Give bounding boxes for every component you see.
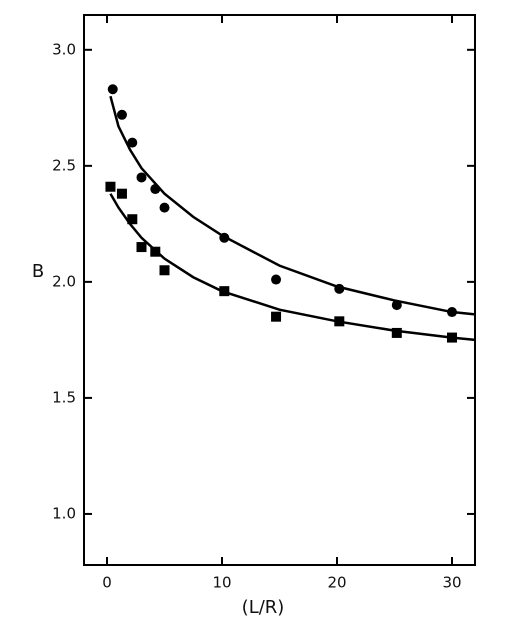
circle-point [447,307,457,318]
square-point [219,286,230,297]
square-point [116,188,127,199]
fit-curve [109,95,476,316]
square-point [334,316,345,327]
x-tick-label: 10 [212,574,231,592]
circle-point [391,300,402,311]
y-tick-label: 2.0 [52,272,76,290]
circle-point [107,84,118,95]
circle-point [334,283,345,294]
square-point [150,246,161,257]
circle-point [136,172,147,183]
y-tick-label: 1.0 [52,504,76,522]
square-point [105,181,116,192]
circle-point [271,274,282,285]
square-point [136,242,147,253]
x-axis-label: (L/R) [242,597,285,618]
y-axis-label: B [32,261,44,282]
y-tick-label: 3.0 [52,40,76,58]
circle-point [219,232,230,243]
square-point [159,265,170,276]
circle-point [116,109,127,120]
x-tick-label: 0 [102,574,112,592]
x-tick-label: 30 [442,574,461,592]
y-tick-label: 2.5 [52,156,76,174]
x-tick-label: 20 [327,574,346,592]
circle-point [150,184,161,195]
circle-point [127,137,138,148]
square-point [271,311,282,322]
square-point [447,332,457,343]
plot-frame [83,14,476,566]
circle-point [159,202,170,213]
square-point [391,327,402,338]
square-point [127,214,138,225]
y-tick-label: 1.5 [52,388,76,406]
